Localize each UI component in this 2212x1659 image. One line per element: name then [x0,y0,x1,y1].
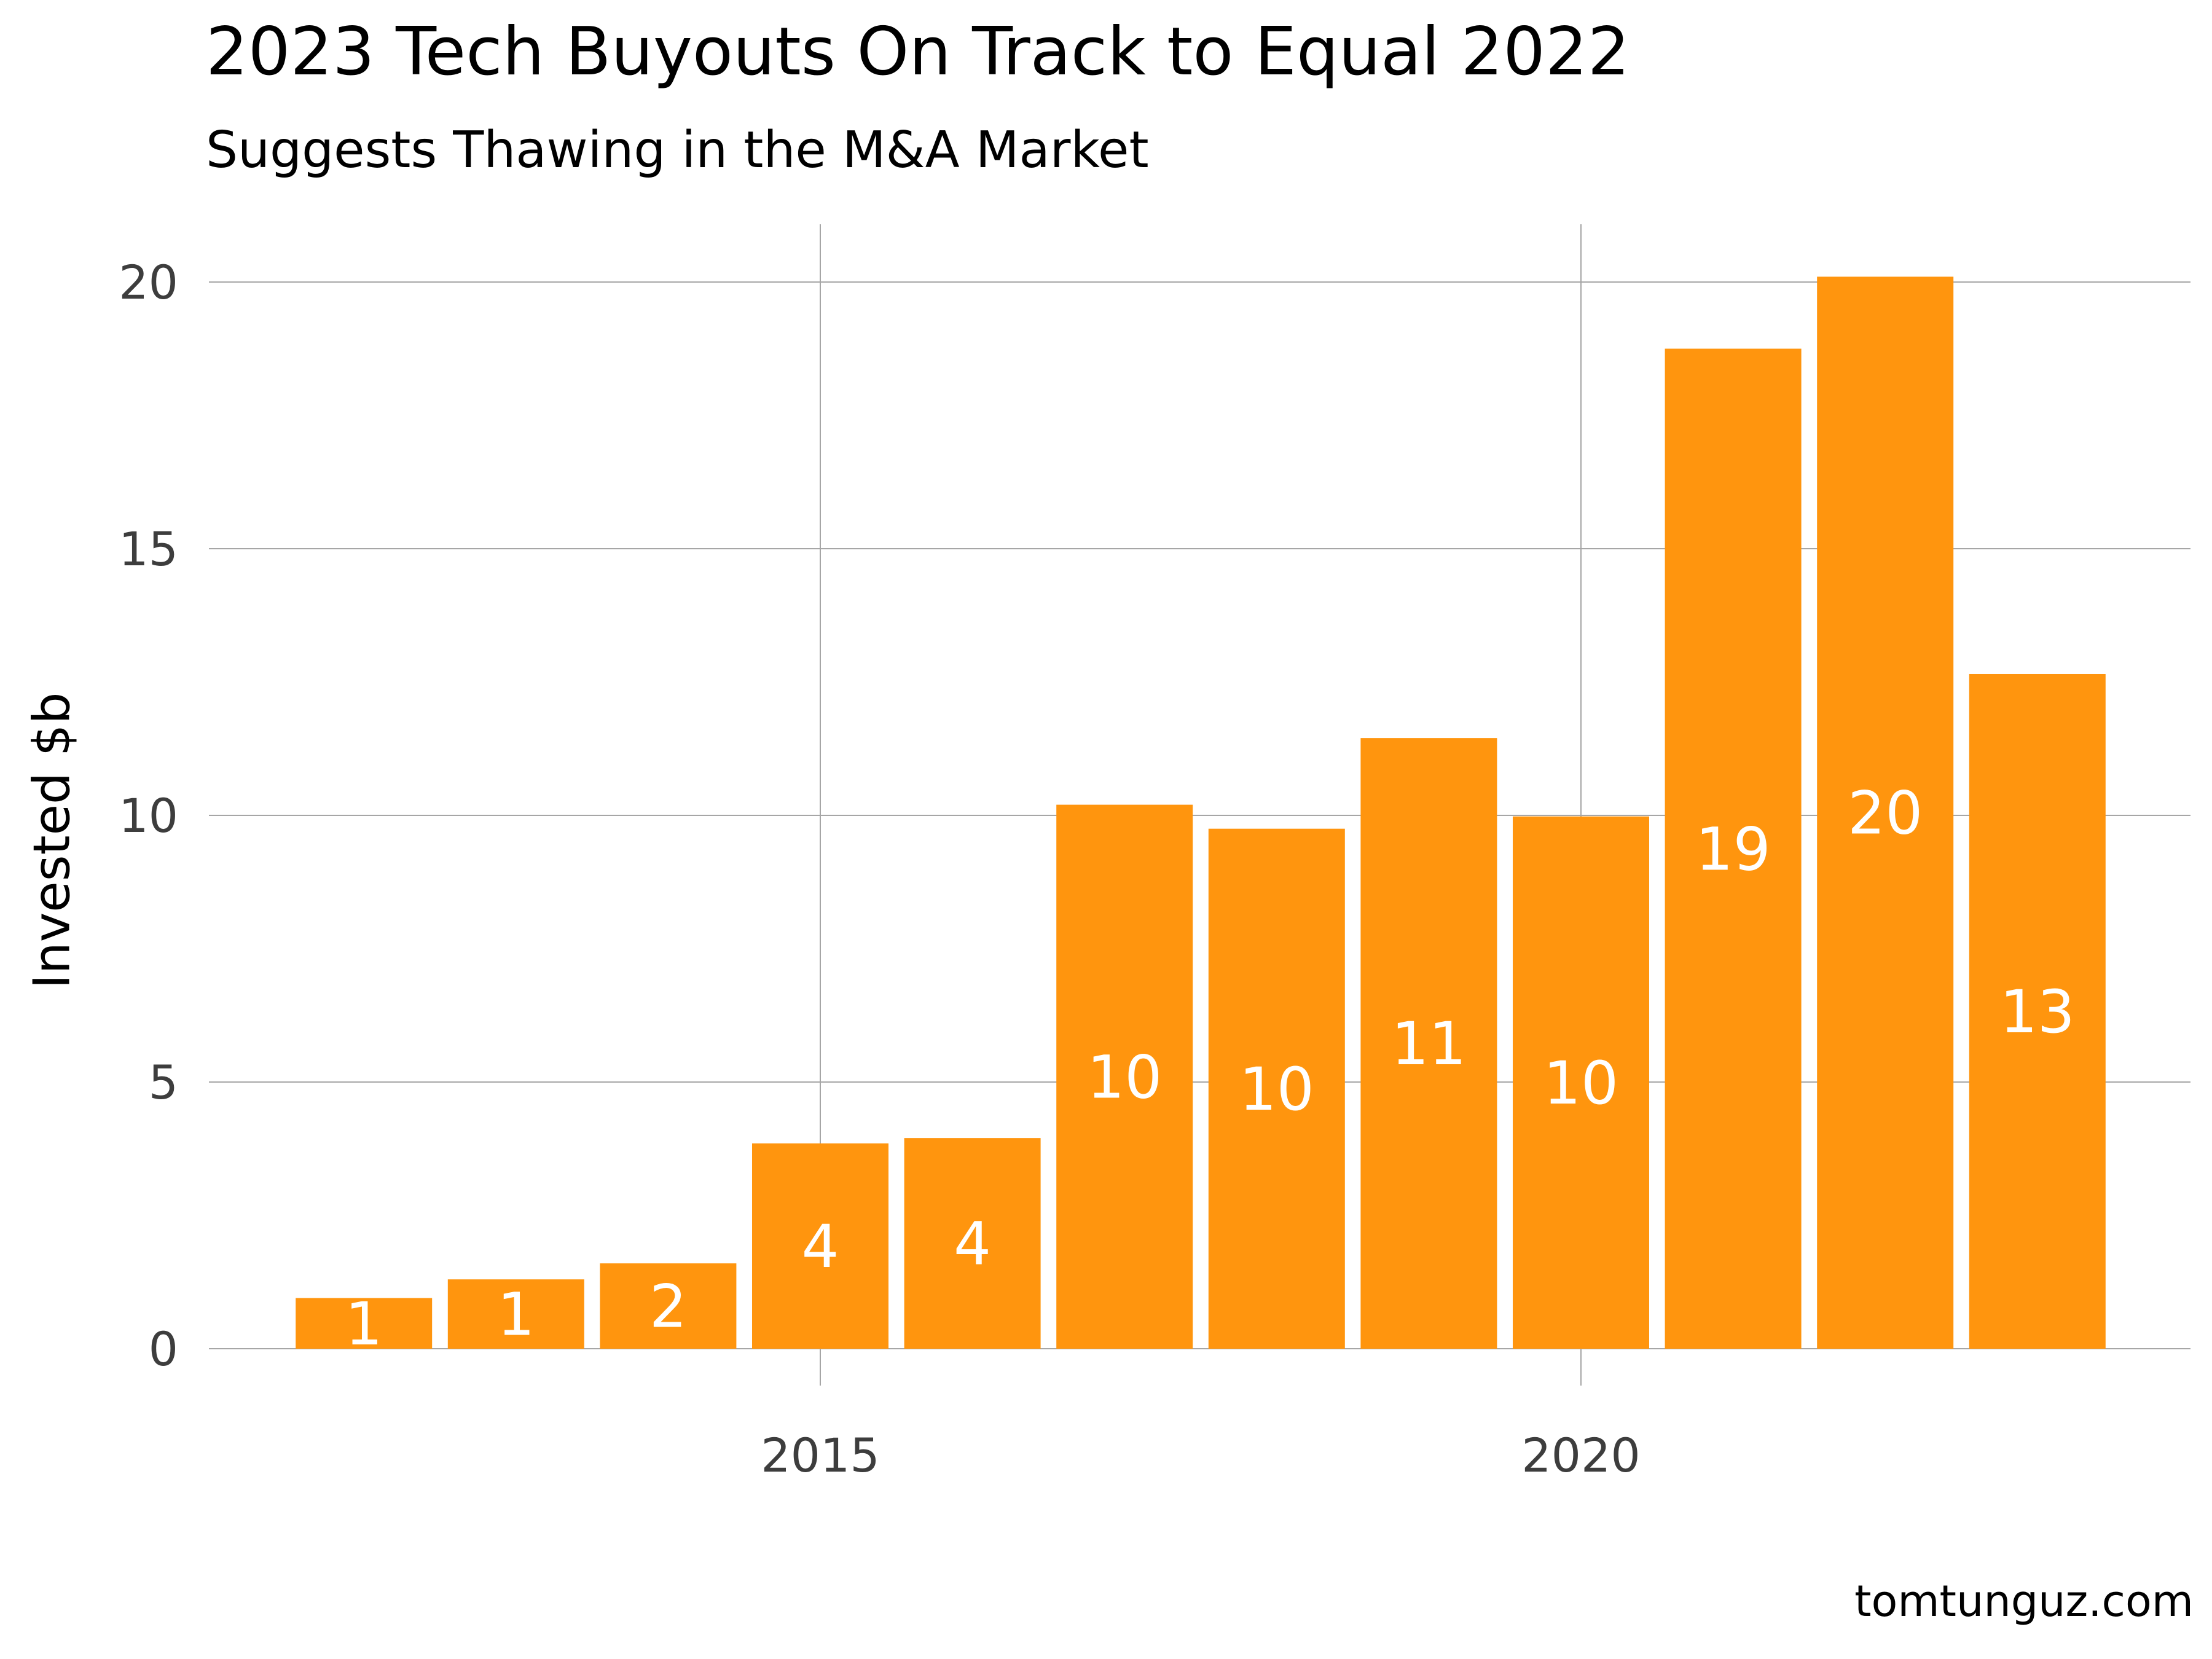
bar-2015 [752,1143,888,1349]
bar-2012 [296,1298,433,1349]
bar-2023 [1969,673,2106,1349]
bar-label-2018: 10 [1239,1055,1314,1124]
y-tick-15: 15 [119,522,178,576]
bar-label-2013: 1 [497,1281,535,1349]
x-tick-labels: 2015 2020 [761,1428,1640,1483]
y-tick-5: 5 [149,1055,178,1110]
x-tick-2015: 2015 [761,1428,879,1483]
bar-label-2022: 20 [1848,779,1923,848]
y-tick-20: 20 [119,255,178,310]
chart-title: 2023 Tech Buyouts On Track to Equal 2022 [206,14,1630,90]
bar-label-2016: 4 [954,1210,991,1279]
bar-label-2023: 13 [2000,978,2075,1046]
bar-2019 [1360,738,1497,1349]
bar-2018 [1208,828,1345,1349]
bar-label-2019: 11 [1391,1010,1466,1078]
bar-2017 [1056,804,1193,1349]
bar-label-2012: 1 [345,1290,383,1359]
bar-label-2017: 10 [1087,1043,1162,1112]
bar-2021 [1665,348,1802,1349]
bar-2016 [904,1138,1041,1349]
source-caption: tomtunguz.com [1854,1576,2194,1626]
bar-2014 [600,1263,737,1349]
y-tick-0: 0 [149,1322,178,1376]
bar-label-2015: 4 [801,1212,839,1281]
chart-subtitle: Suggests Thawing in the M&A Market [206,121,1149,179]
bar-2020 [1513,816,1649,1349]
bar-label-2020: 10 [1543,1049,1618,1118]
bar-2022 [1817,276,1954,1349]
bar-label-2021: 19 [1696,815,1771,884]
bar-2013 [447,1279,584,1349]
y-tick-labels: 0 5 10 15 20 [119,255,178,1376]
x-tick-2020: 2020 [1521,1428,1640,1483]
bar-label-2014: 2 [649,1273,687,1341]
y-tick-10: 10 [119,788,178,843]
